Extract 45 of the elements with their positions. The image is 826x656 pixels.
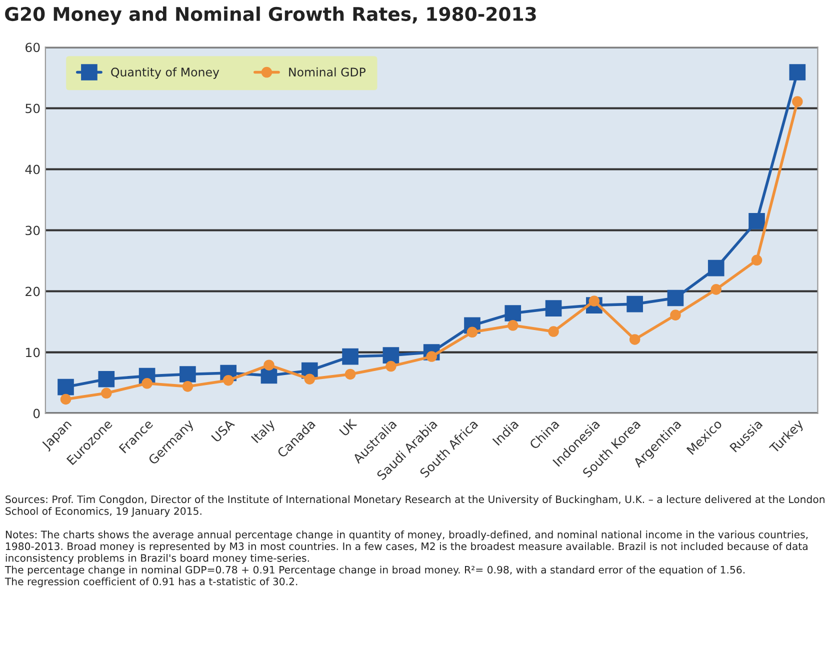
point — [789, 64, 806, 80]
y-tick-label: 60 — [26, 42, 40, 52]
point — [382, 347, 400, 364]
point — [545, 300, 562, 317]
y-tick-label: 20 — [26, 286, 40, 296]
point — [792, 96, 803, 107]
point — [386, 360, 396, 372]
point — [142, 378, 152, 389]
point — [629, 334, 640, 345]
text: Notes: The charts shows the average annual percentage change in quantity of money, broadly-defined, and nominal national income in the various countries, 1980-2013. Broad money is represented by M3 in most countries. In a few cases, M2 is the broadest measure available. Brazil is not included because of data inconsistency problems in Brazil's board money time-series. — [6, 530, 808, 564]
y-tick-label: 50 — [26, 104, 40, 114]
point — [504, 305, 522, 322]
source-note: Sources: Prof. Tim Congdon, Director of the Institute of International Monetary Research at the University of Buckingham, U.K. – a lecture delivered at the London School of Economics, 19 January 2015. — [6, 495, 824, 517]
point — [751, 254, 762, 266]
point — [670, 310, 681, 320]
point — [344, 368, 356, 380]
point — [58, 378, 74, 396]
y-tick-label: 10 — [26, 348, 40, 358]
y-tick-label: 40 — [25, 164, 40, 174]
y-tick-label: 30 — [26, 226, 40, 236]
point — [222, 374, 234, 386]
point — [264, 360, 274, 370]
point — [182, 381, 194, 392]
y-tick-label: 0 — [33, 408, 40, 418]
text: The percentage change in nominal GDP=0.78 + 0.91 Percentage change in broad money. R²= 0.98, with a standard error of the equation of 1.56. — [4, 566, 744, 576]
point — [626, 296, 643, 312]
point — [508, 320, 518, 331]
point — [304, 374, 316, 384]
point — [98, 370, 115, 388]
point — [548, 326, 559, 337]
point — [710, 284, 722, 295]
point — [180, 366, 196, 382]
legend-label: Quantity of Money — [111, 67, 220, 79]
legend-label: Nominal GDP — [289, 67, 366, 77]
x-tick-label: USA — [210, 418, 236, 443]
point — [342, 348, 358, 365]
point — [708, 260, 724, 276]
chart-title: G20 Money and Nominal Growth Rates, 1980-2013 — [5, 6, 536, 25]
x-tick-label: UK — [339, 418, 358, 436]
point — [748, 212, 765, 230]
point — [466, 326, 478, 338]
point — [667, 290, 684, 306]
text: The regression coefficient of 0.91 has a t-statistic of 30.2. — [4, 577, 298, 588]
point — [60, 394, 72, 405]
point — [101, 388, 112, 399]
